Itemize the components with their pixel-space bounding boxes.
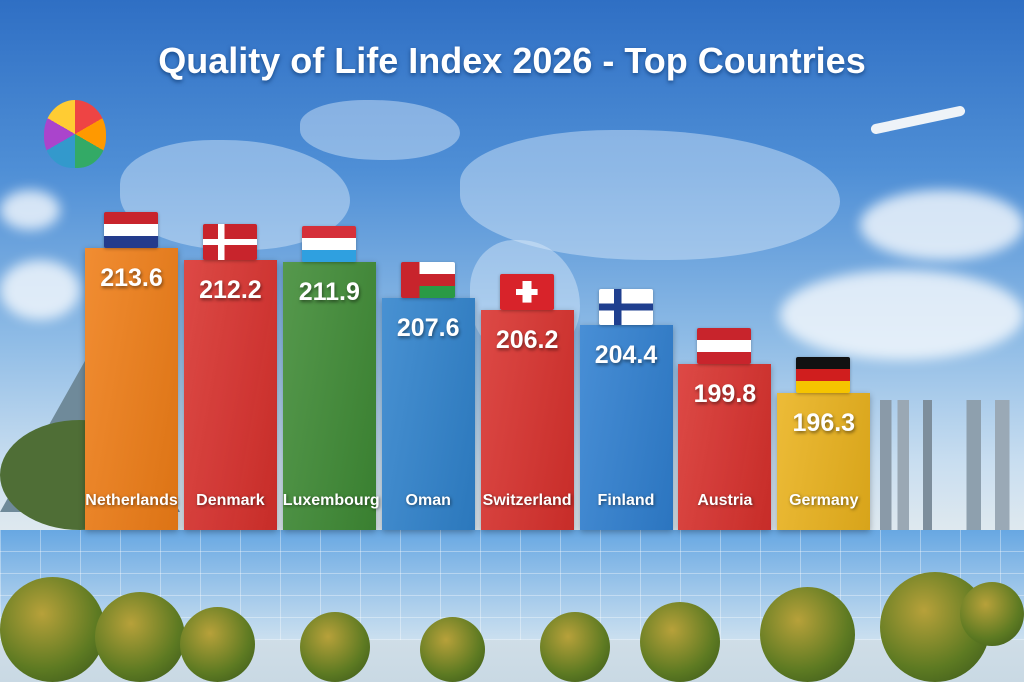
tree bbox=[95, 592, 185, 682]
bar-netherlands: 213.6 Netherlands bbox=[85, 212, 178, 530]
category-label: Finland bbox=[597, 492, 655, 509]
oman-flag-icon bbox=[400, 262, 455, 299]
data-label: 196.3 bbox=[792, 409, 856, 438]
cloud bbox=[860, 190, 1024, 260]
tree bbox=[760, 587, 855, 682]
bar-finland: 204.4 Finland bbox=[579, 289, 673, 530]
category-label: Switzerland bbox=[482, 492, 572, 509]
tree bbox=[960, 582, 1024, 646]
bar-denmark: 212.2 Denmark bbox=[183, 223, 277, 530]
category-label: Germany bbox=[789, 492, 859, 509]
switzerland-flag-icon bbox=[499, 274, 554, 311]
bar-germany: 196.3 Germany bbox=[777, 357, 871, 530]
world-map-greenland bbox=[300, 100, 460, 160]
data-label: 213.6 bbox=[100, 264, 163, 293]
bar-austria: 199.8 Austria bbox=[678, 327, 772, 530]
chart-title: Quality of Life Index 2026 - Top Countri… bbox=[158, 40, 866, 81]
cloud bbox=[0, 260, 80, 320]
tree bbox=[420, 617, 485, 682]
tree bbox=[640, 602, 720, 682]
data-label: 207.6 bbox=[396, 314, 460, 343]
category-label: Denmark bbox=[196, 492, 265, 509]
bar-oman: 207.6 Oman bbox=[381, 262, 475, 530]
data-label: 212.2 bbox=[199, 275, 262, 304]
tree bbox=[540, 612, 610, 682]
category-label: Austria bbox=[697, 492, 753, 509]
tree bbox=[180, 607, 255, 682]
data-label: 206.2 bbox=[495, 326, 559, 355]
category-label: Netherlands bbox=[85, 492, 178, 509]
denmark-flag-icon bbox=[202, 223, 257, 260]
world-map-eurasia bbox=[460, 130, 840, 260]
bar-luxembourg: 211.9 Luxembourg bbox=[282, 226, 380, 530]
cloud bbox=[0, 190, 60, 230]
category-label: Oman bbox=[405, 492, 451, 509]
tree-foreground bbox=[0, 572, 1024, 682]
category-label: Luxembourg bbox=[282, 492, 380, 509]
tree bbox=[300, 612, 370, 682]
airplane-icon bbox=[870, 105, 966, 135]
netherlands-flag-icon bbox=[104, 212, 158, 249]
hot-air-balloon-icon bbox=[44, 100, 106, 168]
germany-flag-icon bbox=[796, 357, 851, 394]
bar-switzerland: 206.2 Switzerland bbox=[480, 274, 574, 530]
tree bbox=[0, 577, 105, 682]
data-label: 211.9 bbox=[298, 278, 360, 307]
luxembourg-flag-icon bbox=[301, 226, 356, 263]
city-skyline bbox=[880, 400, 1024, 530]
finland-flag-icon bbox=[598, 289, 653, 326]
austria-flag-icon bbox=[697, 327, 752, 364]
cloud bbox=[780, 270, 1024, 360]
data-label: 199.8 bbox=[693, 379, 757, 408]
data-label: 204.4 bbox=[594, 341, 658, 370]
